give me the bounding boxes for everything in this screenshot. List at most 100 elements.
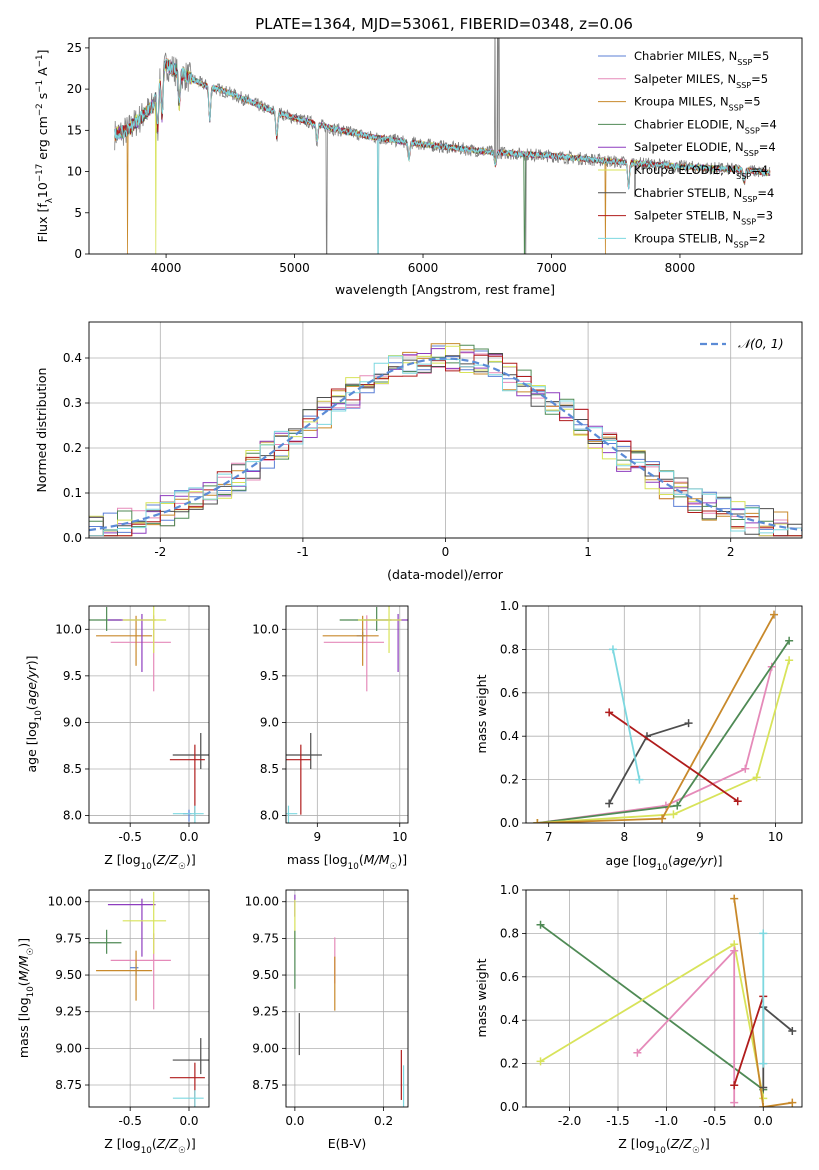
plot-area	[294, 894, 405, 1107]
legend-entry: Salpeter ELODIE, NSSP=4	[634, 140, 776, 158]
weight-line-kroupa-stelib	[612, 649, 641, 780]
weight-marker	[730, 1098, 739, 1107]
y-tick-label: 9.0	[63, 715, 82, 729]
y-tick-label: 9.5	[260, 669, 279, 683]
y-tick-label: 0.0	[500, 816, 519, 830]
x-tick-label: 0.0	[754, 1114, 773, 1128]
y-tick-label: 9.75	[55, 931, 82, 945]
y-tick-label: 5	[74, 206, 82, 220]
x-axis-label: age [log10(age/yr)]	[605, 853, 722, 873]
axes-frame	[88, 605, 210, 824]
legend-entry: Salpeter MILES, NSSP=5	[634, 72, 768, 90]
y-tick-label: 0.1	[63, 486, 82, 500]
weight-marker	[684, 719, 693, 728]
x-tick-label: 9	[696, 830, 704, 844]
legend-entry: Kroupa STELIB, NSSP=2	[634, 231, 766, 249]
axes-frame	[285, 605, 409, 824]
figure-title: PLATE=1364, MJD=53061, FIBERID=0348, z=0…	[255, 15, 633, 33]
weight-marker	[785, 656, 794, 665]
x-tick-label: 7000	[536, 261, 567, 275]
y-tick-label: 1.0	[500, 883, 519, 897]
y-tick-label: 0.4	[63, 351, 82, 365]
x-tick-label: -1.5	[606, 1114, 629, 1128]
plot-age-vs-mass: 9 10 8.0 8.5 9.0 9.5 10.0 mass [log10(M/M☉)]	[252, 605, 409, 872]
plot-spectrum: 4000 5000 6000 7000 8000 0 5 10 15 20 25 Chabrier M…	[35, 37, 803, 297]
weight-marker	[533, 819, 542, 823]
plot-area	[114, 38, 771, 254]
x-tick-label: -0.5	[118, 1114, 141, 1128]
y-tick-label: 9.00	[55, 1041, 82, 1055]
legend: Chabrier MILES, NSSP=5 Salpeter MILES, NS…	[598, 49, 777, 249]
weight-marker	[759, 1059, 768, 1068]
plot-area	[89, 606, 209, 823]
weight-line-salpeter-stelib	[733, 996, 765, 1086]
x-axis-label: E(B-V)	[328, 1136, 367, 1151]
weight-marker	[730, 946, 739, 955]
axes-frame	[285, 889, 409, 1108]
y-tick-label: 0.8	[500, 642, 519, 656]
x-tick-label: -0.5	[703, 1114, 726, 1128]
weight-marker	[730, 894, 739, 903]
histogram-kroupa-miles	[89, 343, 802, 537]
axes-frame	[88, 889, 210, 1108]
x-axis-label: Z [log10(Z/Z☉)]	[104, 852, 195, 872]
plot-mass-vs-ebv: 0.0 0.2 8.75 9.00 9.25 9.50 9.75 10.00 E(B-V)	[245, 889, 409, 1151]
y-tick-label: 9.25	[55, 1005, 82, 1019]
y-tick-label: 0.2	[63, 441, 82, 455]
x-axis-label: Z [log10(Z/Z☉)]	[618, 1136, 709, 1156]
y-tick-label: 0.0	[63, 531, 82, 545]
weight-marker	[658, 814, 667, 823]
y-tick-label: 0.0	[500, 1100, 519, 1114]
y-tick-label: 10.00	[245, 895, 279, 909]
weight-marker	[770, 610, 779, 619]
y-tick-label: 9.50	[55, 968, 82, 982]
y-tick-label: 25	[67, 41, 82, 55]
y-tick-label: 9.5	[63, 669, 82, 683]
plot-weight-vs-Z: -2.0 -1.5 -1.0 -0.5 0.0 0.0 0.2 0.4 0.6 0.8 1.0 Z […	[474, 883, 803, 1156]
weight-marker	[673, 801, 682, 810]
weight-marker	[788, 1098, 797, 1107]
y-tick-label: 8.75	[252, 1078, 279, 1092]
x-axis-label: mass [log10(M/M☉)]	[287, 852, 407, 872]
y-tick-label: 10.0	[55, 622, 82, 636]
y-tick-label: 9.25	[252, 1005, 279, 1019]
normal-curve	[89, 357, 802, 532]
x-tick-label: 8	[620, 830, 628, 844]
y-tick-label: 10.0	[252, 622, 279, 636]
model-spectrum-kroupa-stelib	[114, 58, 771, 254]
y-tick-label: 8.0	[63, 809, 82, 823]
plot-area	[89, 891, 209, 1107]
x-tick-label: 4000	[151, 261, 182, 275]
weight-marker	[635, 775, 644, 784]
y-tick-label: 8.5	[260, 762, 279, 776]
y-tick-label: 0.6	[500, 970, 519, 984]
y-tick-label: 15	[67, 123, 82, 137]
y-tick-label: 8.0	[260, 809, 279, 823]
y-tick-label: 8.75	[55, 1078, 82, 1092]
x-axis-label: wavelength [Angstrom, rest frame]	[335, 282, 555, 297]
weight-marker	[788, 1027, 797, 1036]
x-axis-label: Z [log10(Z/Z☉)]	[104, 1136, 195, 1156]
y-axis-label: age [log10(age/yr)]	[24, 655, 44, 772]
y-axis-label: Flux [fλ10−17 erg cm−2 s−1 A−1]	[35, 50, 55, 243]
y-tick-label: 10.00	[48, 895, 82, 909]
weight-marker	[536, 1057, 545, 1066]
x-tick-label: 2	[727, 545, 735, 559]
x-tick-label: 8000	[665, 261, 696, 275]
y-tick-label: 0.2	[500, 773, 519, 787]
x-tick-label: 7	[545, 830, 553, 844]
axes-frame	[88, 321, 803, 539]
plot-area	[286, 606, 408, 823]
weight-marker	[605, 799, 614, 808]
weight-marker	[759, 929, 768, 938]
legend-entry: Chabrier ELODIE, NSSP=4	[634, 117, 777, 135]
x-tick-label: 9	[314, 830, 322, 844]
x-tick-label: 0.2	[374, 1114, 393, 1128]
x-tick-label: 0	[442, 545, 450, 559]
y-axis-label: Normed distribution	[34, 368, 49, 493]
x-tick-label: 0.0	[179, 830, 198, 844]
legend-entry: Chabrier MILES, NSSP=5	[634, 49, 769, 67]
y-tick-label: 8.5	[63, 762, 82, 776]
legend-entry: Chabrier STELIB, NSSP=4	[634, 186, 774, 204]
